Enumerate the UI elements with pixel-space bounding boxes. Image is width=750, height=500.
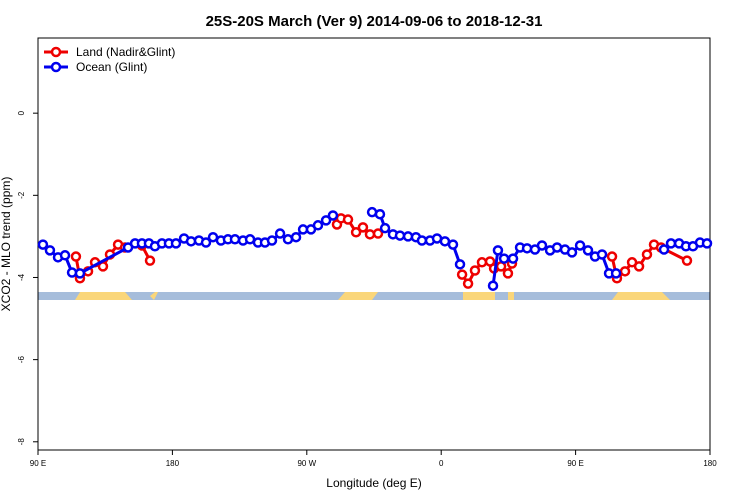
- point: [350, 227, 362, 238]
- point: [606, 251, 618, 262]
- point: [633, 261, 645, 272]
- point: [70, 251, 82, 262]
- x-tick-label: 90 E: [30, 459, 46, 468]
- x-axis-label: Longitude (deg E): [326, 476, 421, 490]
- point: [290, 231, 302, 243]
- point: [229, 234, 241, 245]
- point: [521, 243, 533, 254]
- land-sea-band: [38, 292, 710, 300]
- point: [487, 280, 499, 291]
- y-axis-label: XCO2 - MLO trend (ppm): [0, 177, 13, 312]
- point: [374, 208, 386, 220]
- x-tick-label: 90 W: [297, 459, 316, 468]
- point: [596, 249, 608, 260]
- y-tick-label: 0: [17, 110, 26, 115]
- point: [566, 247, 578, 258]
- y-tick-label: -4: [17, 273, 26, 281]
- point: [582, 245, 594, 256]
- point: [456, 269, 468, 280]
- point: [274, 228, 286, 239]
- point: [619, 266, 631, 277]
- point: [439, 236, 451, 247]
- point: [282, 234, 294, 245]
- x-tick-label: 0: [439, 459, 444, 468]
- x-tick-label: 180: [703, 459, 717, 468]
- point: [498, 253, 510, 264]
- y-tick-label: -8: [17, 438, 26, 446]
- point: [462, 278, 474, 289]
- point: [144, 255, 156, 266]
- point: [536, 240, 548, 251]
- point: [312, 220, 324, 231]
- y-tick-label: -2: [17, 191, 26, 199]
- point: [665, 238, 677, 249]
- point: [610, 268, 622, 279]
- point: [342, 214, 354, 225]
- chart-title: 25S-20S March (Ver 9) 2014-09-06 to 2018…: [206, 13, 543, 30]
- point: [447, 239, 459, 250]
- point: [44, 245, 56, 256]
- point: [502, 268, 514, 279]
- point: [701, 238, 713, 249]
- point: [507, 253, 519, 264]
- point: [416, 235, 428, 246]
- point: [492, 245, 504, 256]
- x-tick-label: 180: [166, 459, 180, 468]
- point: [170, 238, 182, 249]
- point: [641, 249, 653, 260]
- point: [266, 235, 278, 246]
- point: [372, 228, 384, 239]
- point: [74, 268, 86, 279]
- point: [454, 259, 466, 270]
- point: [469, 265, 481, 276]
- legend-label: Ocean (Glint): [76, 60, 147, 74]
- point: [59, 250, 71, 261]
- x-tick-label: 90 E: [567, 459, 583, 468]
- legend-marker: [50, 46, 62, 58]
- point: [394, 230, 406, 241]
- point: [476, 257, 488, 268]
- point: [574, 240, 586, 251]
- point: [364, 229, 376, 240]
- point: [357, 222, 369, 233]
- y-tick-label: -6: [17, 356, 26, 364]
- legend-marker: [50, 61, 62, 73]
- point: [681, 255, 693, 266]
- point: [320, 215, 332, 226]
- point: [200, 237, 212, 248]
- point: [379, 222, 391, 234]
- point: [327, 210, 339, 221]
- point: [658, 244, 670, 255]
- legend-label: Land (Nadir&Glint): [76, 45, 175, 59]
- point: [37, 239, 49, 250]
